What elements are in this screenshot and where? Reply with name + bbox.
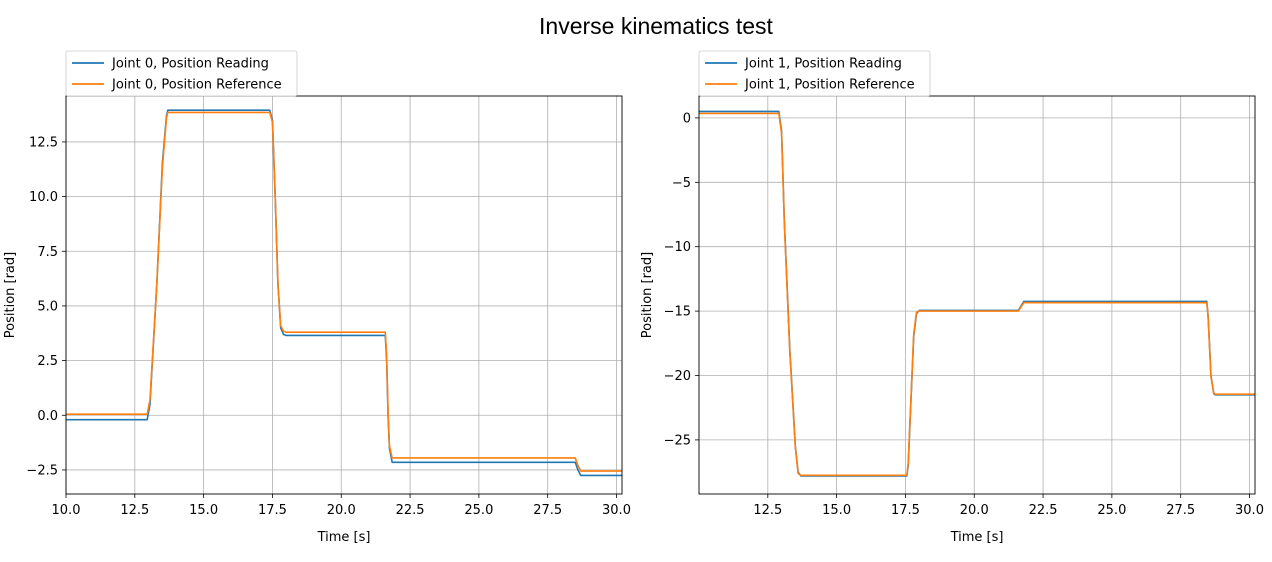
y-tick-label: 0.0 xyxy=(37,409,58,424)
y-tick-label: −25 xyxy=(664,433,691,448)
figure-title: Inverse kinematics test xyxy=(539,13,774,39)
x-tick-label: 12.5 xyxy=(120,503,149,518)
x-tick-label: 30.0 xyxy=(1235,503,1264,518)
y-axis-label: Position [rad] xyxy=(640,252,655,338)
joint-0-chart: 10.0 12.5 15.0 17.5 20.0 22.5 25.0 27.5 30.0 −2.5… xyxy=(3,50,631,545)
series-line-reading xyxy=(66,109,622,477)
legend: Joint 1, Position Reading Joint 1, Positi… xyxy=(698,50,931,97)
y-tick-label: −2.5 xyxy=(26,463,58,478)
legend: Joint 0, Position Reading Joint 0, Positi… xyxy=(65,50,298,97)
legend-label: Joint 0, Position Reading xyxy=(111,57,269,72)
x-tick-label: 27.5 xyxy=(533,503,562,518)
x-tick-label: 30.0 xyxy=(602,503,631,518)
x-tick-label: 22.5 xyxy=(1029,503,1058,518)
x-tick-label: 10.0 xyxy=(52,503,81,518)
y-tick-label: 5.0 xyxy=(37,299,58,314)
x-tick-label: 15.0 xyxy=(822,503,851,518)
x-tick-label: 27.5 xyxy=(1166,503,1195,518)
legend-label: Joint 1, Position Reading xyxy=(744,57,902,72)
x-tick-label: 25.0 xyxy=(464,503,493,518)
legend-label: Joint 0, Position Reference xyxy=(111,78,282,93)
series-line-reference xyxy=(66,111,622,472)
x-tick-label: 17.5 xyxy=(891,503,920,518)
legend-label: Joint 1, Position Reference xyxy=(744,78,915,93)
y-tick-label: −20 xyxy=(664,369,691,384)
x-tick-label: 17.5 xyxy=(258,503,287,518)
x-tick-label: 12.5 xyxy=(753,503,782,518)
x-axis-label: Time [s] xyxy=(950,530,1004,545)
legend-box xyxy=(698,50,931,97)
y-tick-label: 12.5 xyxy=(29,135,58,150)
x-tick-label: 15.0 xyxy=(189,503,218,518)
plot-frame xyxy=(698,95,1256,495)
y-tick-label: 10.0 xyxy=(29,190,58,205)
plot-frame xyxy=(65,95,623,495)
series-line-reference xyxy=(699,112,1255,477)
y-tick-label: 7.5 xyxy=(37,245,58,260)
y-tick-label: −10 xyxy=(664,240,691,255)
x-tick-label: 20.0 xyxy=(327,503,356,518)
x-tick-label: 20.0 xyxy=(960,503,989,518)
y-tick-label: −5 xyxy=(672,176,691,191)
legend-box xyxy=(65,50,298,97)
x-tick-label: 22.5 xyxy=(396,503,425,518)
x-tick-label: 25.0 xyxy=(1097,503,1126,518)
joint-1-chart: 12.5 15.0 17.5 20.0 22.5 25.0 27.5 30.0 −25 −20 −1… xyxy=(640,50,1264,545)
x-axis-label: Time [s] xyxy=(317,530,371,545)
y-axis-label: Position [rad] xyxy=(3,252,18,338)
y-tick-label: 0 xyxy=(683,111,691,126)
y-tick-label: 2.5 xyxy=(37,354,58,369)
y-tick-label: −15 xyxy=(664,305,691,320)
